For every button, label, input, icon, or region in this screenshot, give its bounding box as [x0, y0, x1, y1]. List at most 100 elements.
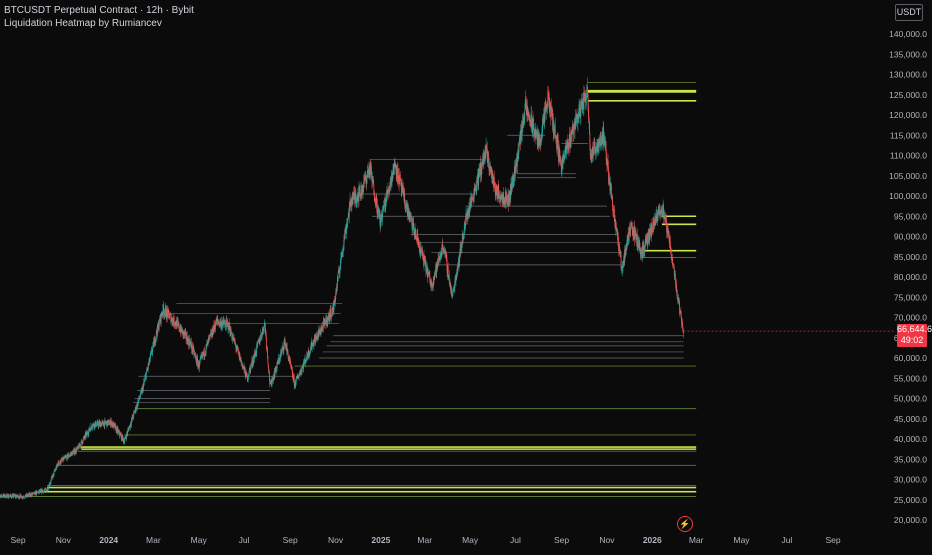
candle-body	[64, 457, 65, 459]
x-tick-label: May	[462, 535, 479, 545]
candle-body	[338, 273, 339, 281]
candle-body	[556, 136, 557, 142]
candle-body	[179, 323, 180, 329]
candle-body	[608, 167, 609, 178]
x-tick-label: Sep	[283, 535, 298, 545]
candle-body	[521, 125, 522, 131]
candle-body	[312, 346, 313, 348]
y-tick-label: 110,000.0	[890, 151, 927, 161]
y-tick-label: 55,000.0	[894, 373, 927, 383]
candle-body	[494, 186, 495, 187]
y-tick-label: 45,000.0	[894, 414, 927, 424]
candle-body	[683, 333, 684, 334]
y-tick-label: 35,000.0	[894, 454, 927, 464]
x-tick-label: Jul	[239, 535, 250, 545]
y-tick-label: 80,000.0	[894, 272, 927, 282]
candle-body	[586, 95, 587, 99]
candle-body	[182, 329, 183, 330]
candle-body	[602, 135, 603, 145]
candle-body	[302, 366, 303, 368]
x-tick-label: May	[191, 535, 208, 545]
candle-body	[95, 422, 96, 427]
y-tick-label: 30,000.0	[894, 475, 927, 485]
candle-body	[275, 372, 276, 377]
candle-body	[682, 322, 683, 325]
candle-body	[127, 430, 128, 433]
candle-body	[411, 216, 412, 217]
x-tick-label: 2024	[99, 535, 118, 545]
candle-body	[555, 126, 556, 136]
candle-body	[611, 185, 612, 199]
candle-body	[302, 368, 303, 372]
bar-countdown: 49:02	[897, 335, 927, 346]
candle-body	[61, 460, 62, 463]
candle-body	[547, 107, 548, 109]
candle-body	[296, 377, 297, 379]
candle-body	[154, 341, 155, 347]
candle-body	[405, 203, 406, 210]
candle-body	[217, 319, 218, 321]
y-tick-label: 135,000.0	[889, 49, 927, 59]
candle-body	[267, 356, 268, 363]
currency-button[interactable]: USDT	[895, 4, 923, 21]
x-tick-label: Jul	[510, 535, 521, 545]
candle-body	[603, 127, 604, 143]
candle-body	[144, 378, 145, 380]
candle-body	[351, 199, 352, 204]
symbol-title[interactable]: BTCUSDT Perpetual Contract · 12h · Bybit	[4, 4, 194, 17]
y-tick-label: 50,000.0	[894, 394, 927, 404]
y-tick-label: 90,000.0	[894, 232, 927, 242]
candle-body	[376, 199, 377, 211]
y-tick-label: 75,000.0	[894, 292, 927, 302]
x-tick-label: Jul	[781, 535, 792, 545]
y-tick-label: 25,000.0	[894, 495, 927, 505]
candle-body	[103, 422, 104, 425]
x-tick-label: May	[734, 535, 751, 545]
candle-body	[669, 231, 670, 240]
alert-lightning-icon[interactable]: ⚡	[677, 516, 693, 532]
candle-body	[146, 373, 147, 379]
candle-body	[327, 317, 328, 325]
candle-body	[558, 140, 559, 156]
candle-body	[627, 240, 628, 249]
y-tick-label: 125,000.0	[889, 90, 927, 100]
y-tick-label: 85,000.0	[894, 252, 927, 262]
candle-body	[331, 310, 332, 315]
candle-body	[345, 229, 346, 238]
chart-legend: BTCUSDT Perpetual Contract · 12h · Bybit…	[4, 4, 194, 30]
last-price-value: 66,644.6	[897, 324, 927, 335]
candle-body	[168, 310, 169, 314]
y-tick-label: 120,000.0	[889, 110, 927, 120]
y-tick-label: 20,000.0	[894, 515, 927, 525]
candle-body	[74, 453, 75, 455]
candle-body	[58, 461, 59, 463]
x-tick-label: Nov	[599, 535, 615, 545]
y-tick-label: 95,000.0	[894, 211, 927, 221]
candle-body	[326, 321, 327, 326]
x-tick-label: Nov	[56, 535, 72, 545]
y-tick-label: 140,000.0	[889, 29, 927, 39]
x-tick-label: Sep	[825, 535, 840, 545]
indicator-title[interactable]: Liquidation Heatmap by Rumiancev	[4, 17, 194, 30]
y-tick-label: 40,000.0	[894, 434, 927, 444]
candle-body	[82, 440, 83, 442]
candle-body	[47, 490, 48, 491]
y-tick-label: 105,000.0	[889, 171, 927, 181]
candle-body	[241, 363, 242, 364]
candle-body	[98, 423, 99, 426]
y-tick-label: 130,000.0	[889, 70, 927, 80]
candle-body	[266, 337, 267, 346]
candle-body	[553, 119, 554, 131]
candle-body	[679, 301, 680, 309]
candle-body	[9, 496, 10, 497]
candle-body	[54, 472, 55, 476]
candle-body	[399, 175, 400, 178]
candle-body	[200, 359, 201, 361]
x-tick-label: 2025	[371, 535, 390, 545]
candle-body	[359, 190, 360, 194]
x-tick-label: Mar	[417, 535, 432, 545]
y-tick-label: 70,000.0	[894, 313, 927, 323]
x-tick-label: Mar	[689, 535, 704, 545]
